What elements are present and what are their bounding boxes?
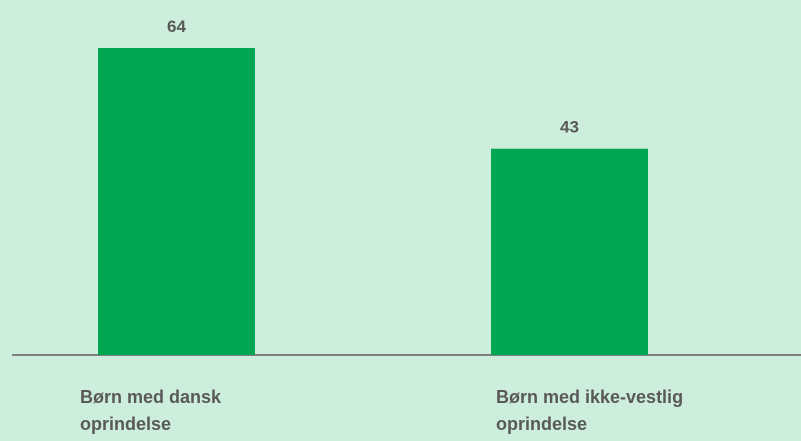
- category-label: Børn med ikke-vestlig oprindelse: [496, 387, 684, 434]
- bar: [98, 48, 255, 355]
- bar: [491, 148, 648, 355]
- value-label: 64: [167, 17, 186, 36]
- category-label: Børn med dansk oprindelse: [80, 387, 222, 434]
- value-label: 43: [560, 118, 579, 137]
